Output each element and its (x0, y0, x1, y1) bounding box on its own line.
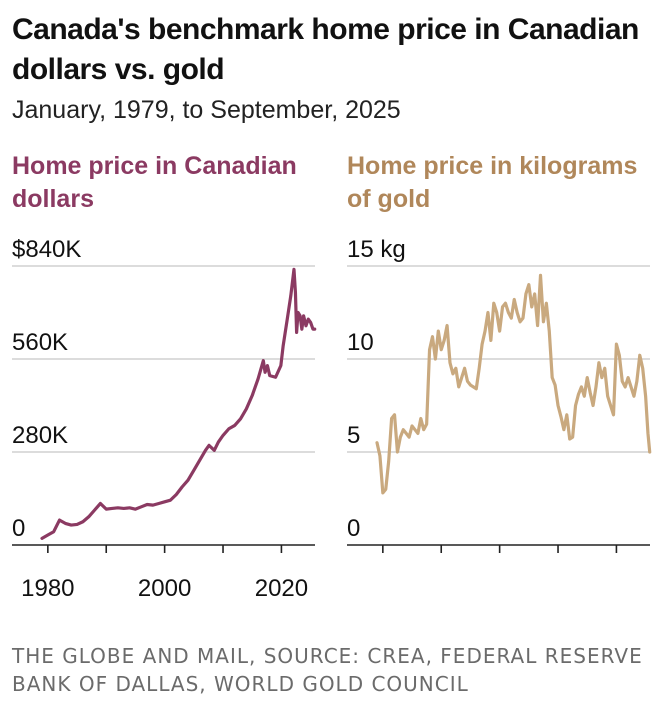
left-panel-title: Home price in Canadian dollars (12, 152, 297, 213)
y-tick-label: 10 (347, 329, 374, 356)
chart-subtitle: January, 1979, to September, 2025 (12, 96, 401, 124)
right-panel-title: Home price in kilograms of gold (347, 152, 638, 213)
y-tick-label: 15 kg (347, 236, 406, 263)
x-tick-label: 2000 (138, 575, 191, 602)
series-line-gold (375, 273, 652, 495)
y-tick-label: 0 (347, 515, 360, 542)
x-tick-label: 1980 (21, 575, 74, 602)
y-tick-label: 280K (12, 422, 68, 449)
x-tick-label: 2020 (255, 575, 308, 602)
y-tick-label: 560K (12, 329, 68, 356)
y-tick-label: $840K (12, 236, 81, 263)
y-tick-label: 0 (12, 515, 25, 542)
y-tick-label: 5 (347, 422, 360, 449)
series-line-cad (40, 267, 317, 540)
source-note: THE GLOBE AND MAIL, SOURCE: CREA, FEDERA… (12, 644, 643, 696)
chart-title: Canada's benchmark home price in Canadia… (12, 13, 639, 86)
